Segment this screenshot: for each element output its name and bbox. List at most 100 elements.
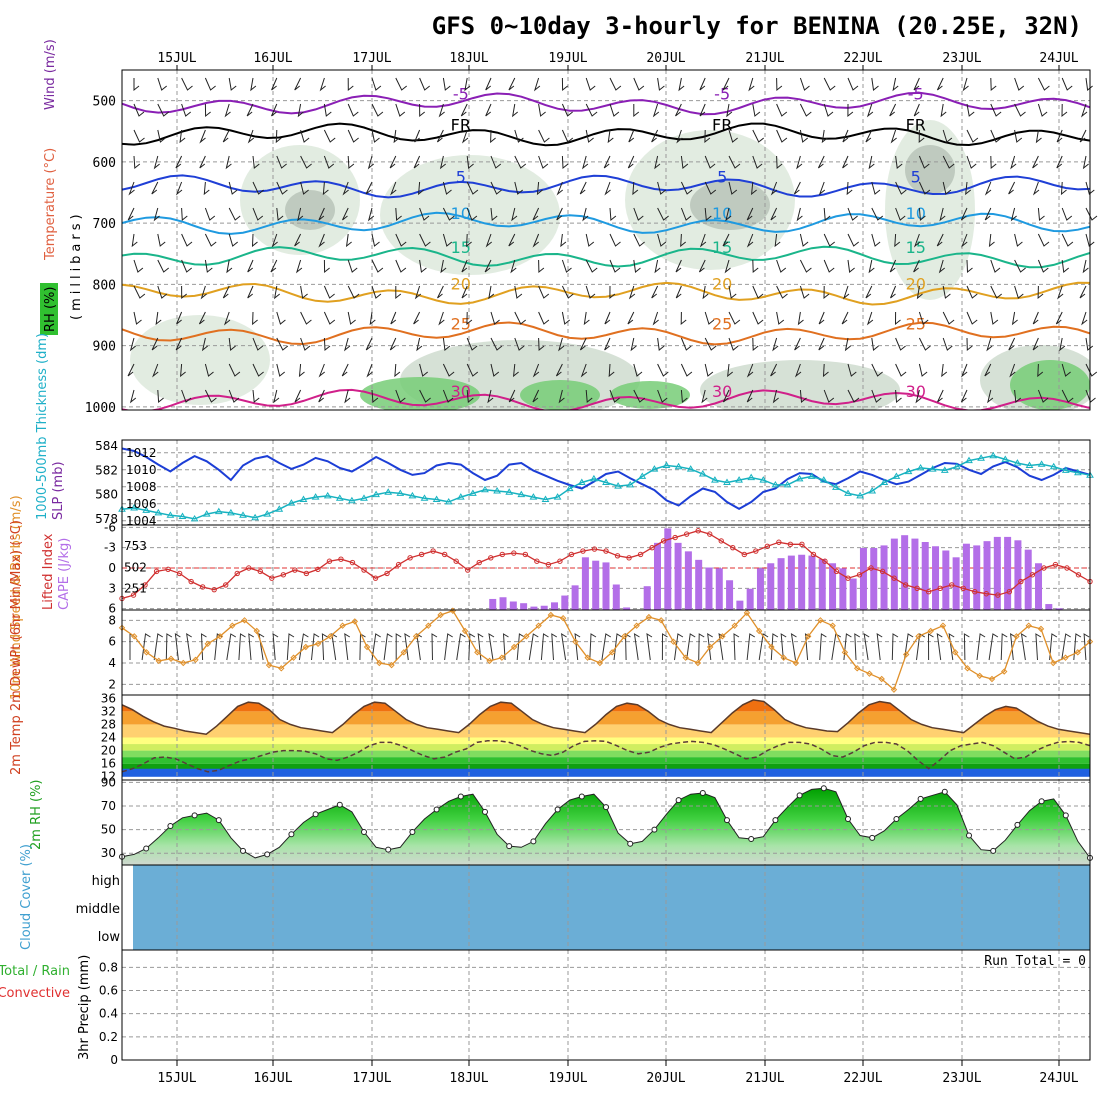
wind-barb: [300, 129, 310, 143]
thickness-point: [299, 495, 308, 502]
li-point: [465, 567, 471, 573]
wind-barb: [203, 181, 210, 196]
wind-barb: [842, 155, 849, 169]
wind-barb: [654, 259, 661, 274]
wind-barb: [390, 181, 397, 196]
wind-barb: [936, 233, 944, 247]
surface-wind-barb: [613, 633, 623, 661]
wind-barb: [300, 181, 309, 195]
wind-barb: [440, 259, 447, 274]
wind-barb: [371, 259, 384, 273]
surface-wind-barb: [927, 633, 934, 661]
wind-barb: [347, 259, 358, 273]
wind-barb: [699, 77, 706, 91]
wind-barb: [1085, 233, 1095, 247]
wind-barb: [228, 389, 240, 403]
wind-barb: [585, 259, 598, 273]
surface-wind-barb: [165, 633, 173, 661]
wind-barb: [918, 311, 929, 325]
li-point: [199, 584, 206, 590]
thickness-point: [1061, 466, 1070, 473]
wind-barb: [871, 207, 884, 221]
wind-barb: [1037, 233, 1050, 247]
wind-barb: [413, 155, 421, 169]
wind-barb: [153, 207, 160, 222]
wind-barb: [157, 77, 168, 91]
wind-barb: [466, 311, 473, 326]
thickness-point: [505, 488, 514, 495]
series-line-thickness: [121, 455, 1091, 520]
isotherm-label: 25: [906, 314, 926, 333]
thickness-point: [481, 485, 489, 493]
wind-barb: [1032, 155, 1039, 169]
wind-barb: [442, 363, 455, 377]
wind-barb: [485, 77, 492, 91]
wind-barb: [680, 181, 693, 195]
li-line: [121, 530, 1091, 600]
top-day-label: 21JUL: [745, 51, 784, 66]
thickness-point: [844, 489, 852, 496]
thickness-point: [227, 508, 235, 516]
thickness-point: [771, 480, 780, 488]
wind-barb: [1014, 233, 1023, 247]
thickness-point: [408, 491, 417, 499]
wind-speed-point: [878, 675, 885, 683]
wind-barb: [153, 155, 160, 170]
thickness-tick-label: 578: [95, 512, 118, 526]
wind-barb: [889, 259, 897, 273]
surface-wind-barb: [1061, 633, 1071, 661]
isotherm-label: -5: [908, 85, 924, 104]
wind-speed-point: [216, 633, 224, 640]
cape-bar: [643, 586, 651, 610]
wind-barb: [846, 181, 853, 196]
cape-bar: [551, 602, 559, 610]
legend-temperature: Temperature (°C): [43, 148, 58, 261]
li-point: [753, 548, 759, 554]
wind-barb: [796, 155, 803, 170]
slp-tick-label: 1012: [126, 446, 157, 460]
wind-barb: [514, 311, 527, 325]
bottom-day-label: 20JUL: [646, 1071, 685, 1086]
isotherm-line: [122, 388, 1090, 410]
wind-barb: [842, 285, 850, 300]
wind-barb: [942, 155, 955, 169]
isotherm-label: 25: [451, 314, 471, 333]
isotherm-line: [122, 122, 1090, 147]
wind-barb: [347, 77, 354, 92]
li-point: [799, 541, 805, 547]
wind-barb: [657, 207, 669, 221]
wind-barb: [276, 207, 284, 221]
wind-barb: [485, 233, 493, 248]
li-point: [476, 559, 482, 566]
wind-barb: [746, 363, 754, 378]
wind-speed-point: [670, 638, 677, 645]
wind-barb: [752, 155, 763, 169]
bottom-day-label: 17JUL: [352, 1071, 391, 1086]
surface-wind-barb: [661, 633, 668, 661]
wind-barb: [323, 311, 336, 325]
li-axis-title: Lifted Index: [41, 533, 56, 610]
wind-barb: [1037, 103, 1048, 117]
wind-barb: [419, 77, 431, 91]
isotherm-line: [122, 91, 1090, 116]
wind-barb: [657, 77, 665, 91]
li-point: [499, 551, 505, 558]
wind-barb: [228, 233, 239, 247]
wind-barb: [871, 181, 881, 195]
thickness-point: [674, 462, 683, 470]
wind-barb: [938, 259, 946, 274]
wind-barb: [347, 129, 359, 143]
cape-bar: [993, 536, 1001, 610]
wind-barb: [579, 337, 587, 351]
wind-barb: [776, 285, 788, 299]
li-point: [303, 570, 310, 577]
surface-wind-barb: [854, 633, 861, 661]
surface-wind-barb: [344, 633, 351, 661]
panel-frame-wind10m: [121, 609, 1091, 696]
wind-barb: [228, 207, 241, 221]
wind-tick-label: 6: [108, 635, 116, 649]
wind-speed-point: [180, 659, 187, 667]
wind-barb: [1061, 103, 1068, 118]
thickness-point: [904, 467, 913, 475]
li-tick-label: -3: [104, 541, 116, 555]
